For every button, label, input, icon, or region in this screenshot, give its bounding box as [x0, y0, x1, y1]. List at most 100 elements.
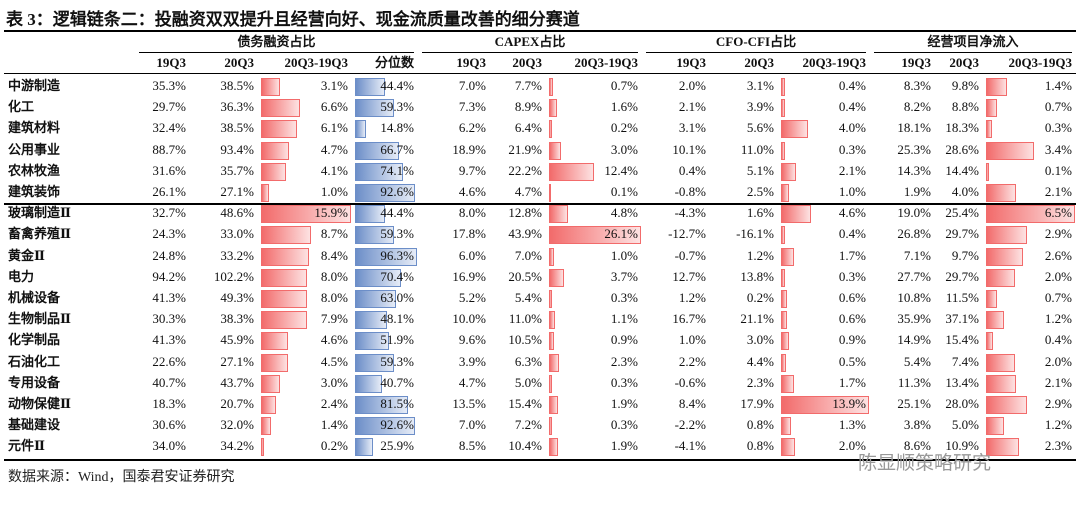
cell: 8.0%: [320, 268, 348, 284]
cell: 49.3%: [220, 290, 254, 305]
cell: 2.2%: [678, 353, 706, 369]
cell: 44.4%: [380, 205, 414, 221]
data-bar: [261, 226, 312, 245]
data-bar: [261, 396, 277, 414]
cell: 43.7%: [220, 374, 254, 390]
cell: 14.8%: [380, 120, 414, 136]
cell: 35.3%: [152, 78, 186, 93]
cell: 3.4%: [1044, 141, 1072, 157]
source: 数据来源：Wind，国泰君安证券研究: [8, 470, 235, 485]
cell: 21.1%: [740, 311, 774, 327]
cell: 36.3%: [220, 99, 254, 115]
data-bar: [355, 290, 397, 308]
cell: 32.4%: [152, 120, 186, 136]
group-header: 经营项目净流入: [927, 34, 1019, 49]
cell: 38.3%: [220, 311, 254, 327]
cell: 4.5%: [320, 353, 348, 369]
cell: 15.4%: [945, 332, 979, 348]
cell: 66.7%: [380, 141, 414, 157]
cell: 30.6%: [152, 417, 186, 433]
rule: [422, 52, 638, 53]
cell: 15.4%: [508, 396, 542, 411]
data-bar: [355, 396, 408, 414]
cell: 1.2%: [1044, 417, 1072, 433]
cell: 1.2%: [1044, 311, 1072, 327]
cell: 21.9%: [508, 141, 542, 157]
cell: 63.0%: [380, 290, 414, 305]
cell: 0.9%: [838, 332, 866, 348]
data-bar: [781, 290, 787, 308]
cell: 17.9%: [740, 396, 774, 411]
cell: 35.9%: [897, 311, 931, 327]
cell: 28.0%: [945, 396, 979, 411]
cell: 93.4%: [220, 141, 254, 157]
data-bar: [261, 268, 308, 287]
data-bar: [781, 438, 796, 457]
cell: 33.0%: [220, 226, 254, 242]
data-bar: [549, 226, 641, 245]
cell: 9.7%: [458, 162, 486, 178]
data-bar: [261, 141, 289, 160]
sub-header: 19Q3: [156, 55, 186, 70]
data-bar: [781, 417, 792, 436]
data-bar: [549, 353, 559, 372]
data-bar: [355, 311, 387, 330]
sub-header: 20Q3-19Q3: [284, 55, 348, 70]
data-bar: [261, 374, 280, 393]
cell: 27.1%: [220, 353, 254, 369]
data-bar: [781, 226, 786, 245]
row-name: 生物制品Ⅱ: [8, 311, 71, 327]
cell: 3.9%: [746, 99, 774, 115]
data-bar: [261, 184, 269, 202]
cell: 3.7%: [610, 268, 638, 284]
cell: 3.0%: [746, 332, 774, 348]
cell: 8.4%: [678, 396, 706, 411]
cell: 8.9%: [514, 99, 542, 115]
cell: 7.4%: [951, 353, 979, 369]
data-bar: [549, 417, 553, 436]
group-header: 债务融资占比: [237, 34, 316, 49]
data-bar: [261, 162, 286, 181]
cell: 7.3%: [458, 99, 486, 115]
cell: 31.6%: [152, 162, 186, 178]
cell: 1.9%: [610, 438, 638, 454]
cell: 40.7%: [380, 374, 414, 390]
cell: 10.0%: [452, 311, 486, 327]
group-header: CAPEX占比: [494, 34, 566, 49]
cell: 8.2%: [903, 99, 931, 115]
cell: 27.1%: [220, 184, 254, 199]
cell: 5.2%: [458, 290, 486, 305]
cell: 3.0%: [320, 374, 348, 390]
cell: 0.4%: [678, 162, 706, 178]
data-bar: [986, 120, 992, 139]
cell: 22.2%: [508, 162, 542, 178]
cell: 0.5%: [838, 353, 866, 369]
data-bar: [355, 78, 385, 96]
cell: 4.0%: [838, 120, 866, 136]
cell: 34.0%: [152, 438, 186, 454]
cell: 12.4%: [604, 162, 638, 178]
cell: 0.7%: [1044, 290, 1072, 305]
data-bar: [986, 141, 1034, 160]
data-bar: [781, 120, 808, 139]
cell: 51.9%: [380, 332, 414, 348]
data-bar: [781, 311, 787, 330]
cell: 2.3%: [1044, 438, 1072, 454]
cell: 2.3%: [746, 374, 774, 390]
cell: 0.3%: [610, 374, 638, 390]
data-bar: [549, 268, 564, 287]
cell: 2.3%: [610, 353, 638, 369]
sub-header: 19Q3: [456, 55, 486, 70]
cell: 32.0%: [220, 417, 254, 433]
cell: 2.0%: [678, 78, 706, 93]
data-bar: [781, 184, 790, 202]
row-name: 黄金Ⅱ: [8, 247, 45, 263]
data-bar: [355, 417, 415, 436]
cell: 59.3%: [380, 353, 414, 369]
cell: 0.2%: [320, 438, 348, 454]
data-bar: [781, 332, 789, 351]
data-bar: [261, 417, 271, 436]
data-bar: [261, 353, 288, 372]
data-bar: [355, 374, 383, 393]
sub-header: 分位数: [374, 55, 414, 70]
